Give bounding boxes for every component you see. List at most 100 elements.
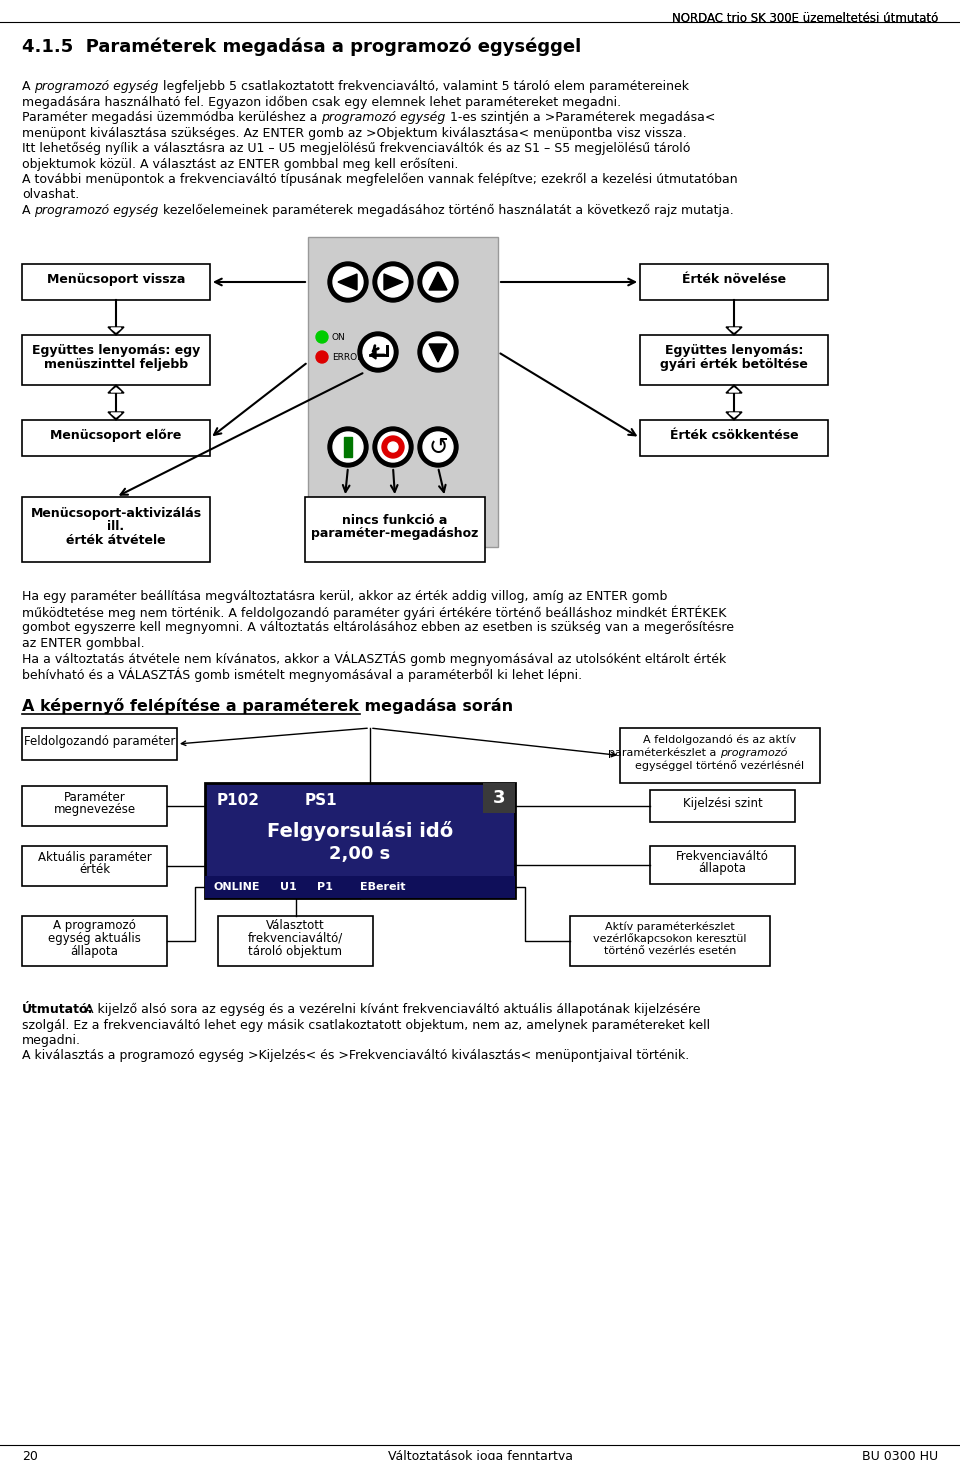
Circle shape bbox=[328, 426, 368, 467]
Circle shape bbox=[378, 432, 408, 461]
Text: Itt lehetőség nyílik a választásra az U1 – U5 megjelölésű frekvenciaváltók és az: Itt lehetőség nyílik a választásra az U1… bbox=[22, 142, 690, 155]
Bar bbox=[640, 334, 828, 385]
Polygon shape bbox=[338, 274, 357, 291]
Text: menüpont kiválasztása szükséges. Az ENTER gomb az >Objektum kiválasztása< menüpo: menüpont kiválasztása szükséges. Az ENTE… bbox=[22, 127, 686, 140]
Bar bbox=[22, 334, 210, 385]
Text: ONLINE: ONLINE bbox=[213, 882, 259, 892]
Bar bbox=[22, 264, 210, 299]
Text: objektumok közül. A választást az ENTER gombbal meg kell erősíteni.: objektumok közül. A választást az ENTER … bbox=[22, 158, 458, 171]
Text: Együttes lenyomás:: Együttes lenyomás: bbox=[665, 345, 804, 358]
Text: A kiválasztás a programozó egység >Kijelzés< és >Frekvenciaváltó kiválasztás< me: A kiválasztás a programozó egység >Kijel… bbox=[22, 1050, 689, 1063]
Circle shape bbox=[316, 331, 328, 343]
Polygon shape bbox=[726, 385, 742, 393]
Bar bbox=[22, 845, 167, 886]
Bar bbox=[22, 496, 210, 562]
Text: gyári érték betöltése: gyári érték betöltése bbox=[660, 358, 808, 371]
Text: működtetése meg nem történik. A feldolgozandó paraméter gyári értékére történő b: működtetése meg nem történik. A feldolgo… bbox=[22, 606, 727, 620]
Bar bbox=[650, 845, 795, 883]
Circle shape bbox=[418, 331, 458, 372]
Text: érték átvétele: érték átvétele bbox=[66, 534, 166, 548]
Text: egység aktuális: egység aktuális bbox=[48, 931, 141, 945]
Text: Paraméter megadási üzemmódba kerüléshez a: Paraméter megadási üzemmódba kerüléshez … bbox=[22, 111, 322, 124]
Text: Választott: Választott bbox=[266, 920, 324, 931]
Circle shape bbox=[358, 331, 398, 372]
Polygon shape bbox=[729, 328, 739, 331]
Polygon shape bbox=[111, 328, 121, 331]
Bar bbox=[305, 496, 485, 562]
Text: megadására használható fel. Egyazon időben csak egy elemnek lehet paramétereket : megadására használható fel. Egyazon időb… bbox=[22, 95, 621, 108]
Polygon shape bbox=[370, 350, 376, 359]
Circle shape bbox=[423, 267, 453, 296]
Polygon shape bbox=[726, 327, 742, 334]
Circle shape bbox=[328, 261, 368, 302]
Text: A: A bbox=[22, 204, 35, 218]
Text: megnevezése: megnevezése bbox=[54, 803, 135, 816]
Bar bbox=[570, 915, 770, 967]
Text: behívható és a VÁLASZTÁS gomb ismételt megnyomásával a paraméterből ki lehet lép: behívható és a VÁLASZTÁS gomb ismételt m… bbox=[22, 667, 582, 682]
Text: NORDAC trio SK 300E üzemeltetési útmutató: NORDAC trio SK 300E üzemeltetési útmutat… bbox=[672, 12, 938, 25]
Text: olvashat.: olvashat. bbox=[22, 188, 80, 201]
Bar bbox=[640, 420, 828, 456]
Text: Menücsoport-aktivizálás: Menücsoport-aktivizálás bbox=[31, 507, 202, 520]
Bar bbox=[483, 783, 515, 813]
Text: P102: P102 bbox=[217, 793, 260, 807]
Bar bbox=[620, 729, 820, 783]
Circle shape bbox=[418, 261, 458, 302]
Circle shape bbox=[378, 267, 408, 296]
Text: Menücsoport vissza: Menücsoport vissza bbox=[47, 273, 185, 286]
Polygon shape bbox=[108, 385, 124, 393]
Text: ↺: ↺ bbox=[428, 435, 448, 458]
Text: menüszinttel feljebb: menüszinttel feljebb bbox=[44, 358, 188, 371]
Polygon shape bbox=[111, 413, 121, 418]
Polygon shape bbox=[429, 345, 447, 362]
Circle shape bbox=[418, 426, 458, 467]
Text: Kijelzési szint: Kijelzési szint bbox=[683, 797, 762, 810]
Polygon shape bbox=[111, 388, 121, 391]
Bar bbox=[344, 437, 352, 457]
Bar bbox=[205, 876, 515, 898]
Polygon shape bbox=[729, 413, 739, 418]
Circle shape bbox=[333, 432, 363, 461]
Text: vezérlőkapcsokon keresztül: vezérlőkapcsokon keresztül bbox=[593, 933, 747, 945]
Text: állapota: állapota bbox=[699, 863, 747, 876]
Text: PS1: PS1 bbox=[305, 793, 338, 807]
Text: kezelőelemeinek paraméterek megadásához történő használatát a következő rajz mut: kezelőelemeinek paraméterek megadásához … bbox=[158, 204, 733, 218]
Text: Aktív paraméterkészlet: Aktív paraméterkészlet bbox=[605, 921, 734, 931]
Circle shape bbox=[363, 337, 393, 366]
Text: frekvenciaváltó/: frekvenciaváltó/ bbox=[248, 931, 343, 945]
Bar bbox=[218, 915, 373, 967]
Bar bbox=[22, 915, 167, 967]
Text: Érték növelése: Érték növelése bbox=[682, 273, 786, 286]
Circle shape bbox=[373, 426, 413, 467]
Text: A kijelző alsó sora az egység és a vezérelni kívánt frekvenciaváltó aktuális áll: A kijelző alsó sora az egység és a vezér… bbox=[85, 1003, 701, 1016]
Text: A: A bbox=[22, 80, 35, 93]
Text: Útmutató:: Útmutató: bbox=[22, 1003, 93, 1016]
Text: ERROR: ERROR bbox=[332, 352, 364, 362]
Text: programozó egység: programozó egység bbox=[35, 204, 158, 218]
Text: A feldolgozandó és az aktív: A feldolgozandó és az aktív bbox=[643, 734, 797, 745]
Bar bbox=[640, 264, 828, 299]
Text: Feldolgozandó paraméter: Feldolgozandó paraméter bbox=[24, 734, 175, 748]
Bar bbox=[22, 420, 210, 456]
Text: A képernyő felépítése a paraméterek megadása során: A képernyő felépítése a paraméterek mega… bbox=[22, 698, 514, 714]
Text: történő vezérlés esetén: történő vezérlés esetén bbox=[604, 946, 736, 956]
Polygon shape bbox=[726, 412, 742, 420]
Text: programozó: programozó bbox=[720, 748, 787, 758]
Bar bbox=[22, 729, 177, 761]
Circle shape bbox=[382, 437, 404, 458]
Text: szolgál. Ez a frekvenciaváltó lehet egy másik csatlakoztatott objektum, nem az, : szolgál. Ez a frekvenciaváltó lehet egy … bbox=[22, 1019, 710, 1032]
Text: programozó egység: programozó egység bbox=[322, 111, 445, 124]
Circle shape bbox=[423, 337, 453, 366]
Circle shape bbox=[388, 442, 398, 453]
Text: az ENTER gombbal.: az ENTER gombbal. bbox=[22, 637, 145, 650]
Text: egységgel történő vezérlésnél: egységgel történő vezérlésnél bbox=[636, 761, 804, 771]
Text: Ha a változtatás átvétele nem kívánatos, akkor a VÁLASZTÁS gomb megnyomásával az: Ha a változtatás átvétele nem kívánatos,… bbox=[22, 653, 727, 667]
Text: EBereit: EBereit bbox=[360, 882, 405, 892]
Bar bbox=[205, 783, 515, 898]
Text: paraméterkészlet a: paraméterkészlet a bbox=[608, 748, 720, 758]
Circle shape bbox=[373, 261, 413, 302]
Text: 2,00 s: 2,00 s bbox=[329, 845, 391, 863]
Bar bbox=[22, 785, 167, 826]
Text: gombot egyszerre kell megnyomni. A változtatás eltárolásához ebben az esetben is: gombot egyszerre kell megnyomni. A válto… bbox=[22, 620, 734, 634]
Text: Érték csökkentése: Érték csökkentése bbox=[670, 429, 799, 442]
